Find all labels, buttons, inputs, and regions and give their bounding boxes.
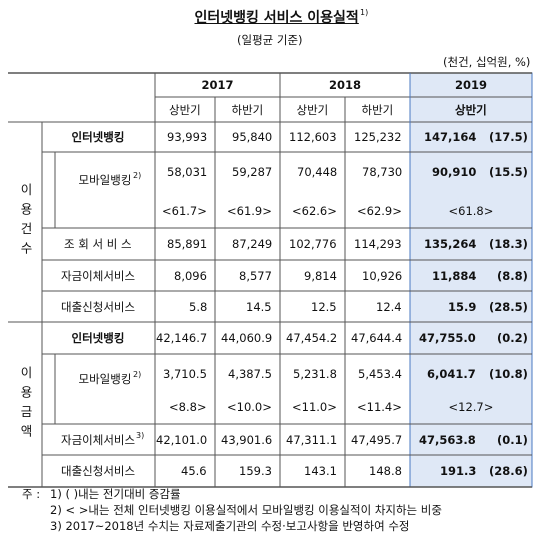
value: 4,387.5 <box>228 367 272 381</box>
value: 112,603 <box>289 130 337 144</box>
value: 148.8 <box>369 464 402 478</box>
footnote-mark: 2) <box>133 171 142 180</box>
footnote-mark: 1) <box>360 8 369 17</box>
footnote-mark: 2) <box>133 370 142 379</box>
share: <11.0> <box>292 400 337 414</box>
value-2019: 11,884 <box>432 268 477 283</box>
value: 125,232 <box>354 130 402 144</box>
value: 159.3 <box>239 464 272 478</box>
row-label: 대출신청서비스 <box>61 464 136 478</box>
value: 12.4 <box>376 299 402 314</box>
value: 5,453.4 <box>358 367 402 381</box>
change: (0.2) <box>497 331 528 345</box>
row-label: 모바일뱅킹 <box>78 173 132 187</box>
value: 59,287 <box>232 165 273 179</box>
note-prefix: 주 : <box>22 487 41 501</box>
year: 2019 <box>455 78 488 92</box>
share: <61.9> <box>227 204 272 218</box>
value-2019: 135,264 <box>424 237 477 251</box>
half: 하반기 <box>231 103 264 117</box>
row-label: 인터넷뱅킹 <box>71 130 125 144</box>
note: 1) ( )내는 전기대비 증감률 <box>50 487 181 501</box>
unit: (천건, 십억원, %) <box>443 55 531 69</box>
share: <62.9> <box>357 204 402 218</box>
change: (8.8) <box>497 268 528 283</box>
value-2019: 90,910 <box>432 165 477 179</box>
value: 87,249 <box>232 237 273 251</box>
value: 93,993 <box>167 130 208 144</box>
value: 42,146.7 <box>156 331 208 345</box>
change: (10.8) <box>489 367 528 381</box>
value: 114,293 <box>354 237 402 251</box>
value: 44,060.9 <box>221 331 273 345</box>
half: 상반기 <box>169 103 201 117</box>
group-label: 이용금액 <box>18 365 33 444</box>
note: 3) 2017~2018년 수치는 자료제출기관의 수정·보고사항을 반영하여 … <box>50 519 410 533</box>
row-label: 자금이체서비스 <box>61 432 136 447</box>
value: 3,710.5 <box>163 367 207 381</box>
row-label: 조 회 서 비 스 <box>64 237 132 251</box>
value: 9,814 <box>304 268 337 283</box>
share: <61.8> <box>448 204 494 218</box>
value: 14.5 <box>246 299 272 314</box>
value: 143.1 <box>304 464 337 478</box>
value: 10,926 <box>362 268 403 283</box>
share: <10.0> <box>227 400 272 414</box>
share: <12.7> <box>448 400 494 414</box>
cell-bg <box>409 72 533 488</box>
value: 5,231.8 <box>293 367 337 381</box>
value: 70,448 <box>297 165 338 179</box>
value-2019: 147,164 <box>424 130 477 144</box>
value-2019: 6,041.7 <box>427 367 476 381</box>
change: (18.3) <box>489 237 528 251</box>
footnote-mark: 3) <box>136 431 145 440</box>
share: <8.8> <box>169 400 207 414</box>
row-label: 인터넷뱅킹 <box>71 331 125 345</box>
change: (28.5) <box>489 299 528 314</box>
half: 하반기 <box>361 103 394 117</box>
share: <61.7> <box>162 204 207 218</box>
value: 95,840 <box>232 130 273 144</box>
value: 12.5 <box>311 299 337 314</box>
share: <62.6> <box>292 204 337 218</box>
row-label: 대출신청서비스 <box>61 299 136 314</box>
value: 85,891 <box>167 237 208 251</box>
value: 5.8 <box>189 299 208 314</box>
year: 2017 <box>201 78 234 92</box>
value: 102,776 <box>289 237 337 251</box>
change: (0.1) <box>497 432 528 447</box>
half: 상반기 <box>296 103 329 117</box>
row-label: 자금이체서비스 <box>61 268 136 283</box>
change: (15.5) <box>489 165 528 179</box>
share: <11.4> <box>357 400 402 414</box>
value: 42,101.0 <box>156 432 208 447</box>
value: 8,096 <box>174 268 207 283</box>
value: 45.6 <box>181 464 207 478</box>
value: 8,577 <box>239 268 272 283</box>
value: 43,901.6 <box>221 432 273 447</box>
change: (28.6) <box>489 464 528 478</box>
value: 47,495.7 <box>351 432 403 447</box>
value: 47,454.2 <box>286 331 338 345</box>
group-label: 이용건수 <box>18 183 33 261</box>
change: (17.5) <box>489 130 528 144</box>
title: 인터넷뱅킹 서비스 이용실적 <box>194 10 359 26</box>
value-2019: 15.9 <box>448 299 477 314</box>
value: 47,311.1 <box>286 432 338 447</box>
value-2019: 191.3 <box>440 464 477 478</box>
row-label: 모바일뱅킹 <box>78 372 132 386</box>
subtitle: (일평균 기준) <box>237 33 303 47</box>
value: 58,031 <box>167 165 208 179</box>
year: 2018 <box>329 78 362 92</box>
value: 78,730 <box>362 165 403 179</box>
value-2019: 47,755.0 <box>419 331 476 345</box>
half: 상반기 <box>455 103 487 117</box>
note: 2) < >내는 전체 인터넷뱅킹 이용실적에서 모바일뱅킹 이용실적이 차지하… <box>50 503 442 517</box>
value-2019: 47,563.8 <box>419 432 476 447</box>
value: 47,644.4 <box>351 331 403 345</box>
